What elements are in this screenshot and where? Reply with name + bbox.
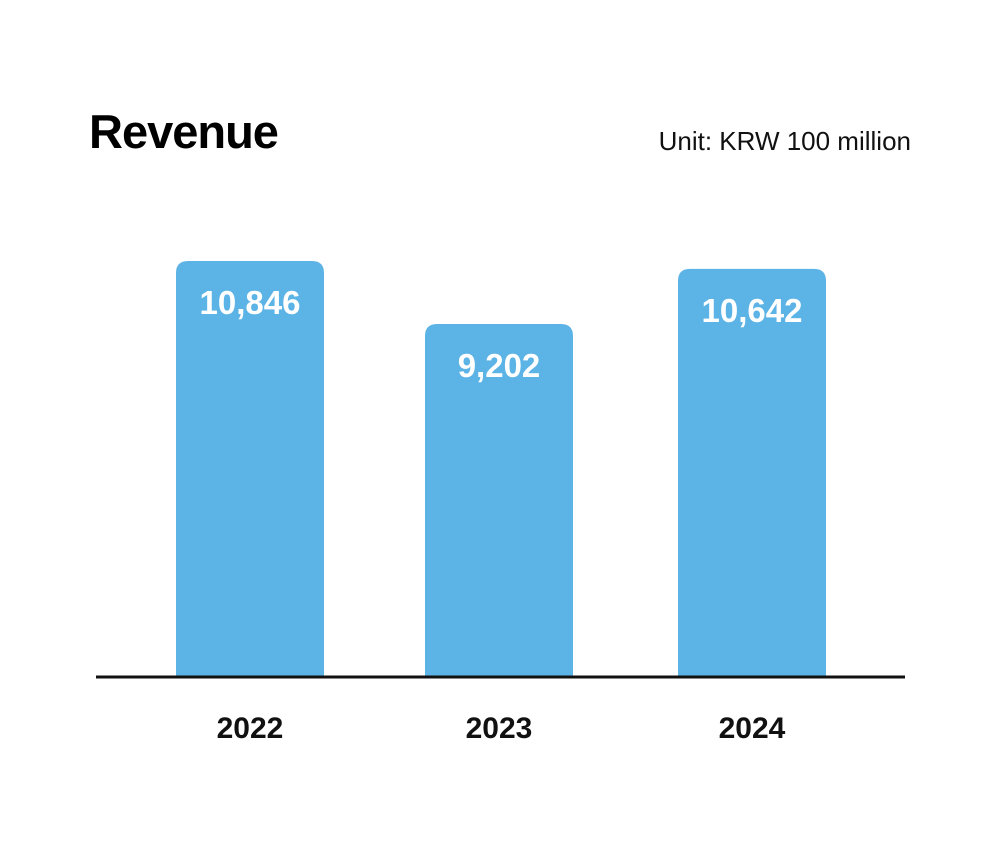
bar-value-label: 10,642 bbox=[702, 292, 803, 329]
x-tick-label: 2022 bbox=[217, 712, 284, 745]
bar-2023 bbox=[425, 324, 573, 677]
labels-layer: 10,846 2022 9,202 2023 10,642 2024 bbox=[200, 284, 803, 745]
bars-layer bbox=[176, 261, 826, 677]
chart-title: Revenue bbox=[89, 105, 279, 158]
x-tick-label: 2023 bbox=[466, 712, 533, 745]
x-tick-label: 2024 bbox=[719, 712, 786, 745]
unit-label: Unit: KRW 100 million bbox=[658, 126, 911, 156]
bar-value-label: 9,202 bbox=[458, 347, 541, 384]
bar-value-label: 10,846 bbox=[200, 284, 301, 321]
bar-2024 bbox=[678, 268, 826, 677]
bar-2022 bbox=[176, 261, 324, 677]
